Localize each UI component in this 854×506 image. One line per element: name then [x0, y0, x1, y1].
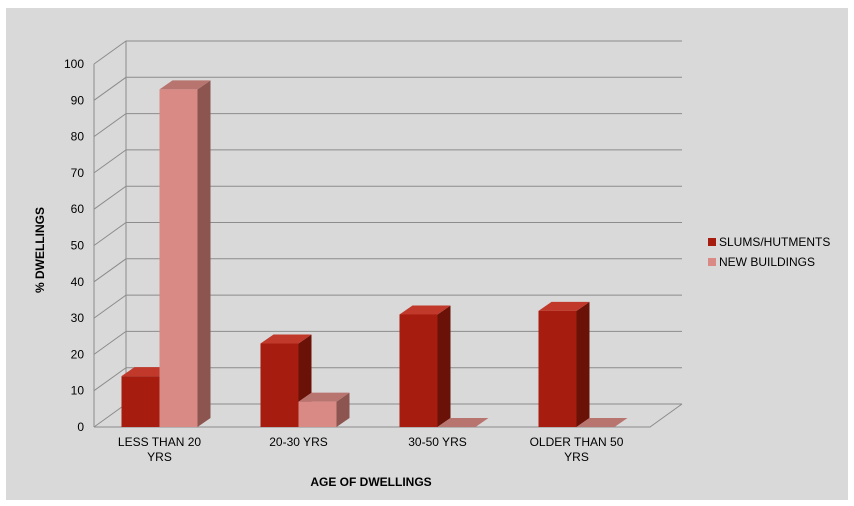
- y-tick-label: 30: [71, 311, 85, 325]
- y-tick-label: 10: [71, 384, 85, 398]
- bar: [437, 418, 489, 427]
- bar-front: [260, 343, 299, 427]
- y-tick-label: 40: [71, 275, 85, 289]
- y-tick-label: 20: [71, 347, 85, 361]
- gridline: [93, 258, 682, 283]
- bar-top: [159, 80, 211, 90]
- x-axis-title: AGE OF DWELLINGS: [310, 475, 431, 489]
- gridline: [93, 149, 682, 174]
- legend-label: NEW BUILDINGS: [719, 255, 815, 269]
- y-tick-label: 80: [71, 130, 85, 144]
- y-tick-label: 60: [71, 202, 85, 216]
- y-tick-label: 0: [77, 420, 84, 434]
- x-tick-label: OLDER THAN 50: [530, 435, 624, 449]
- legend-label: SLUMS/HUTMENTS: [719, 235, 830, 249]
- chart-area: 0 10 20 30 40 50 60 70 80 90 100 LESS THAN 20 YRS 20…: [6, 8, 848, 500]
- gridline: [93, 222, 682, 246]
- x-tick-label: YRS: [147, 450, 172, 464]
- bar-front: [298, 401, 337, 427]
- y-tick-label: 100: [64, 57, 84, 71]
- bar: [399, 305, 451, 427]
- bar-side: [576, 301, 590, 427]
- gridline: [93, 330, 682, 355]
- bar-side: [437, 305, 451, 427]
- bar-front: [399, 314, 438, 427]
- legend-swatch: [708, 238, 716, 246]
- bar-front: [159, 89, 198, 427]
- x-tick-label: 20-30 YRS: [269, 435, 327, 449]
- gridline: [93, 113, 682, 138]
- y-axis-ticks: 0 10 20 30 40 50 60 70 80 90 100: [64, 57, 84, 434]
- x-tick-label: LESS THAN 20: [118, 435, 201, 449]
- gridlines: [93, 40, 683, 428]
- y-axis-title: % DWELLINGS: [33, 207, 47, 293]
- y-tick-label: 90: [71, 93, 85, 107]
- bar-front: [538, 310, 577, 427]
- gridline: [93, 367, 682, 392]
- bar-top: [538, 301, 590, 311]
- gridline: [93, 76, 682, 101]
- x-tick-label: YRS: [564, 450, 589, 464]
- bar-top: [437, 418, 489, 427]
- bar: [576, 418, 628, 427]
- legend: SLUMS/HUTMENTS NEW BUILDINGS: [708, 235, 830, 269]
- bar-top: [260, 334, 312, 344]
- bar: [298, 392, 350, 427]
- x-tick-label: 30-50 YRS: [408, 435, 466, 449]
- bar-top: [399, 305, 451, 315]
- bar-side: [336, 392, 350, 427]
- gridline: [93, 294, 682, 319]
- bar-top: [576, 418, 628, 427]
- bar-side: [197, 80, 211, 427]
- bar: [159, 80, 211, 427]
- gridline: [93, 185, 682, 210]
- bars: [121, 80, 628, 427]
- bar-front: [121, 376, 160, 427]
- bar: [538, 301, 590, 427]
- gridline: [93, 40, 682, 65]
- legend-swatch: [708, 258, 716, 266]
- bar-top: [298, 392, 350, 402]
- y-tick-label: 70: [71, 166, 85, 180]
- y-tick-label: 50: [71, 239, 85, 253]
